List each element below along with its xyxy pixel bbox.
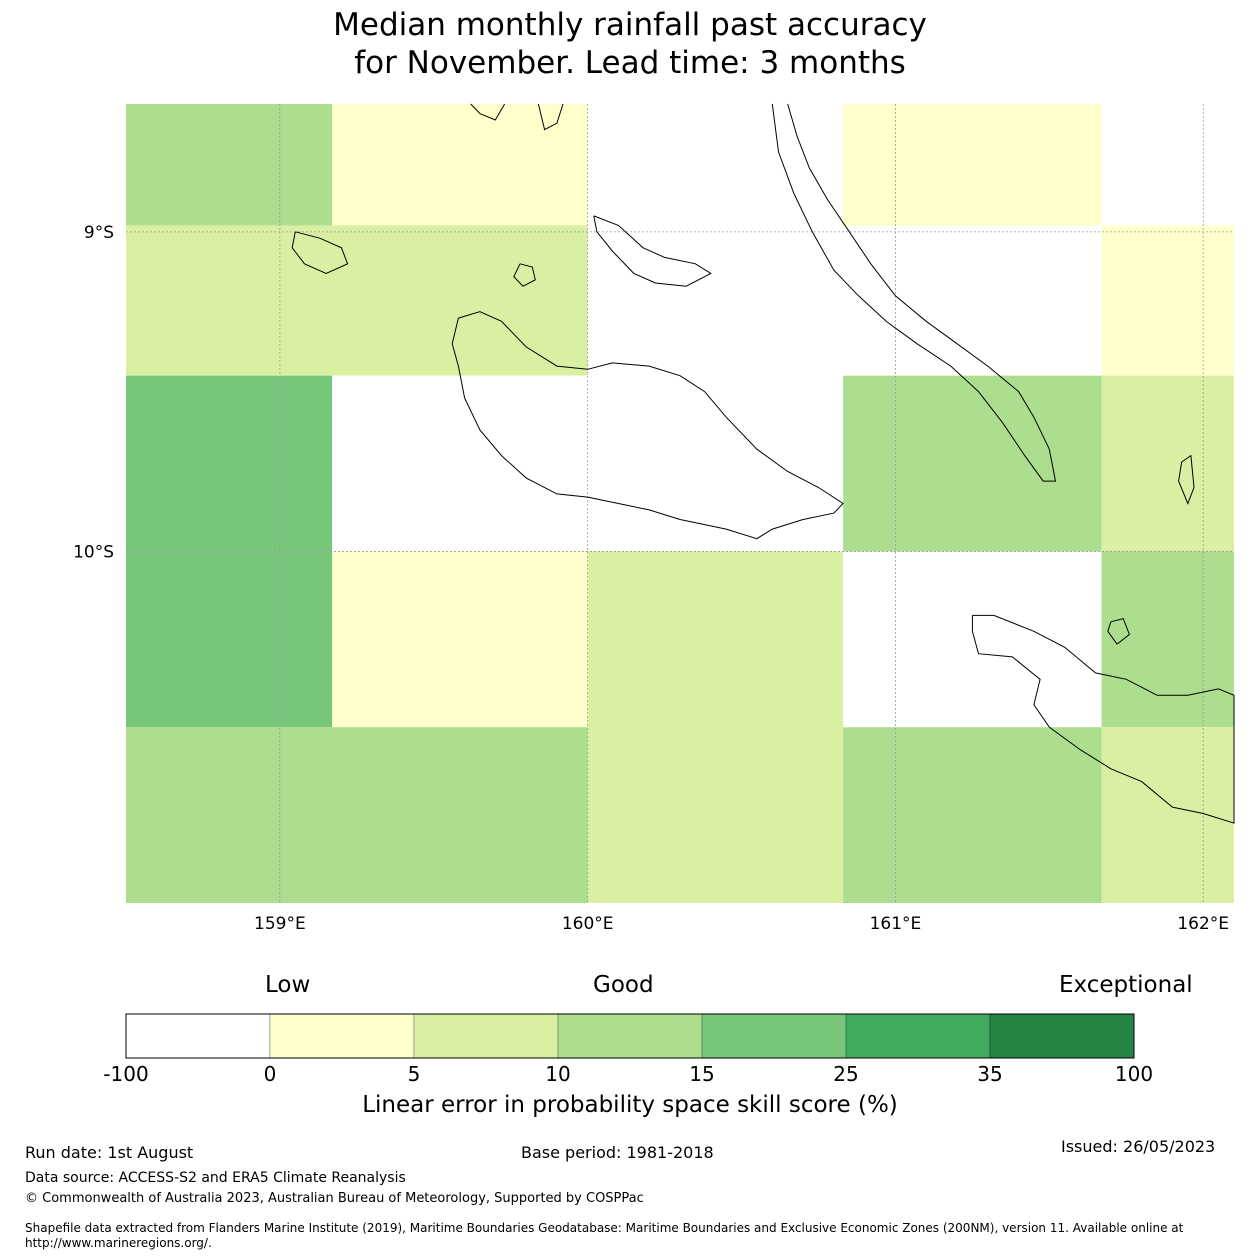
legend-tick: 5 [407,1062,421,1086]
legend-low-label: Low [265,972,311,998]
coastline-ulawa [1178,454,1195,505]
title-line-1: Median monthly rainfall past accuracy [333,7,927,43]
lon-tick-label: 159°E [254,914,306,934]
legend-tick: 35 [977,1062,1003,1086]
colorbar-bin [413,1013,559,1059]
legend-tick: 10 [545,1062,571,1086]
colorbar-frame [125,1013,1135,1059]
grid-cell [587,551,844,728]
coastline-makira [971,614,1235,824]
legend-tick: 15 [689,1062,715,1086]
coastline-guadalcanal [451,311,844,540]
data-source: Data source: ACCESS-S2 and ERA5 Climate … [25,1170,406,1186]
lat-tick-label: 9°S [84,223,114,243]
grid-cell [1101,375,1234,552]
grid-cell [843,375,1102,552]
grid-cell [1101,551,1234,728]
legend-good-label: Good [593,972,654,998]
lat-tick-label: 10°S [73,542,114,562]
colorbar-bin [557,1013,703,1059]
coastline-savo [513,263,536,287]
legend-exceptional-label: Exceptional [1059,972,1193,998]
colorbar-bin [125,1013,271,1059]
grid-cell [126,375,333,552]
grid-cell [1101,104,1234,226]
grid-cell [587,104,844,226]
legend-tick: 25 [833,1062,859,1086]
grid-cell [843,727,1102,903]
legend-tick: 0 [263,1062,277,1086]
lon-tick-label: 160°E [562,914,614,934]
lon-tick-label: 161°E [870,914,922,934]
grid-cell [126,727,588,903]
colorbar-bin [845,1013,991,1059]
copyright: © Commonwealth of Australia 2023, Austra… [25,1191,644,1206]
grid-cell [126,225,588,376]
legend-tick: -100 [103,1062,149,1086]
grid-cell [587,225,1102,376]
title-line-2: for November. Lead time: 3 months [354,45,906,81]
coastline-ugi [1107,618,1131,645]
lon-tick-label: 162°E [1177,914,1229,934]
shapefile-note-1: Shapefile data extracted from Flanders M… [25,1221,1184,1235]
base-period: Base period: 1981-2018 [521,1143,714,1162]
chart-title: Median monthly rainfall past accuracy fo… [0,6,1260,82]
colorbar-bin [989,1013,1135,1059]
grid-cell [1101,225,1234,376]
grid-cell [332,104,588,226]
coastline-nggela [593,215,712,287]
shapefile-note-2: http://www.marineregions.org/. [25,1236,212,1250]
grid-cell [843,551,1102,728]
grid-cell [1101,727,1234,903]
grid-cell [126,104,333,226]
coastline-russell [291,231,349,274]
issued-date: Issued: 26/05/2023 [1061,1137,1216,1156]
grid-cell [332,551,588,728]
coastline-malaita [771,103,1057,482]
colorbar-bin [269,1013,415,1059]
grid-cell [843,104,1102,226]
colorbar-bin [701,1013,847,1059]
coastline-nw-fragment [470,103,506,121]
run-date: Run date: 1st August [25,1143,194,1162]
legend-tick: 100 [1114,1062,1154,1086]
legend-title: Linear error in probability space skill … [362,1092,898,1118]
grid-cell [126,551,333,728]
grid-cell [587,727,844,903]
coastline-nw-fragment-2 [537,103,564,131]
